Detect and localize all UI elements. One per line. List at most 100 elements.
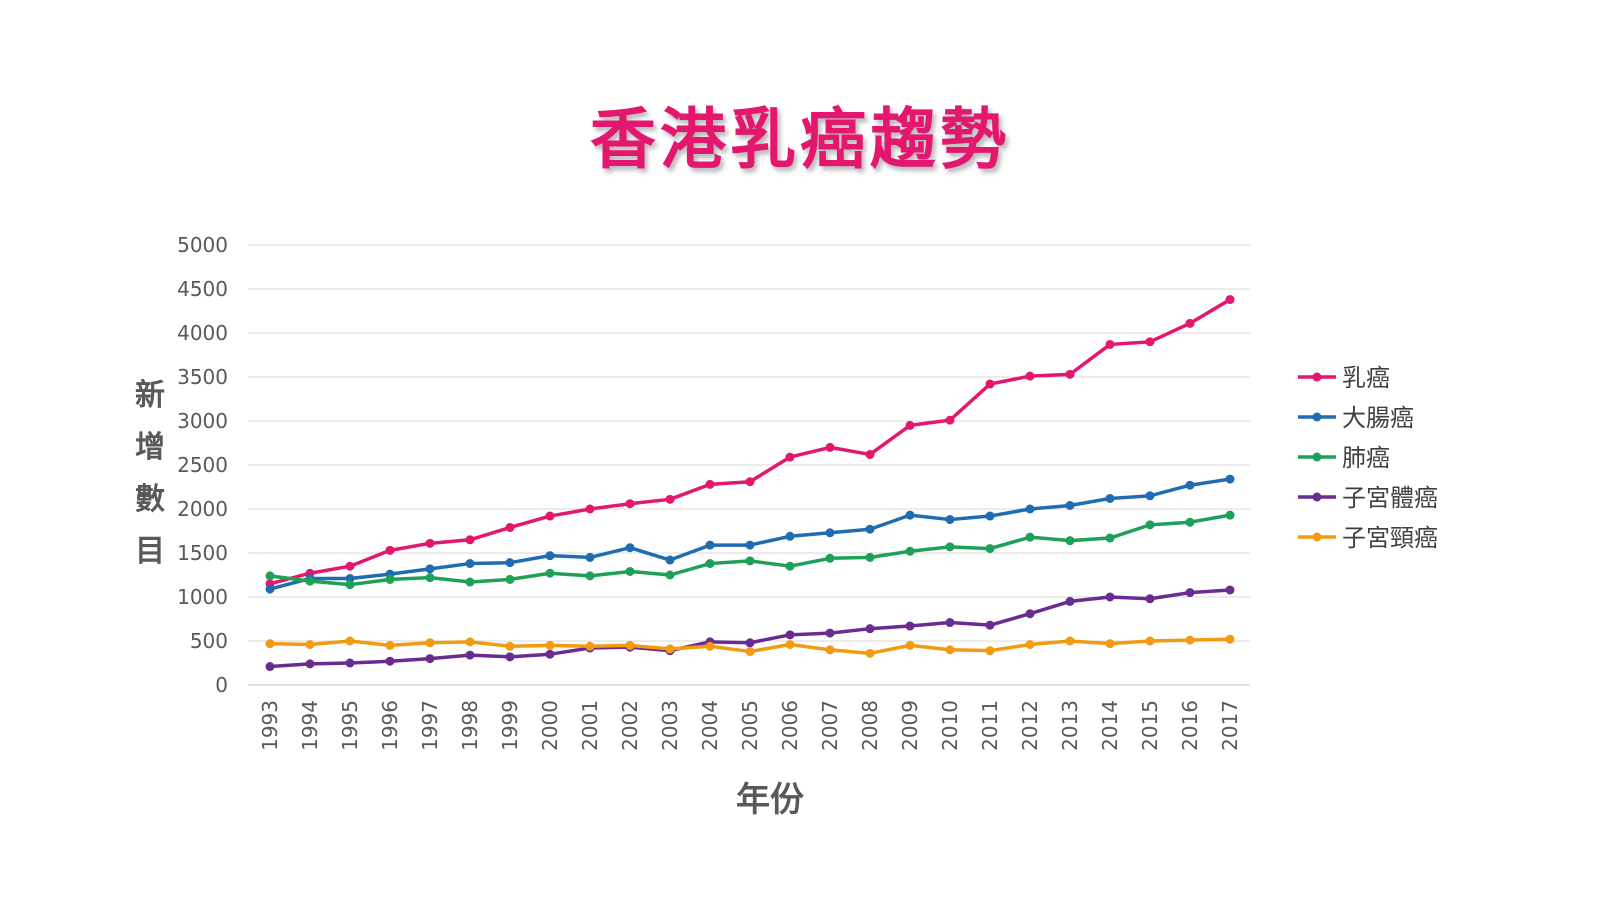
data-point (705, 479, 715, 489)
x-tick-label: 2012 (1018, 700, 1042, 751)
data-point (905, 510, 915, 520)
data-point (1105, 339, 1115, 349)
data-point (665, 555, 675, 565)
data-point (905, 546, 915, 556)
x-tick-label: 2010 (938, 700, 962, 751)
data-point (785, 531, 795, 541)
x-tick-label: 2004 (698, 700, 722, 751)
data-point (785, 640, 795, 650)
data-point (625, 543, 635, 553)
data-point (425, 538, 435, 548)
data-point (945, 645, 955, 655)
legend-label: 大腸癌 (1342, 404, 1414, 432)
data-point (945, 542, 955, 552)
data-point (345, 574, 355, 584)
data-point (425, 573, 435, 583)
y-tick-label: 4000 (177, 321, 228, 345)
data-point (1105, 493, 1115, 503)
data-point (865, 552, 875, 562)
data-point (985, 379, 995, 389)
data-point (465, 535, 475, 545)
data-point (425, 654, 435, 664)
data-point (1025, 504, 1035, 514)
data-point (945, 618, 955, 628)
y-tick-label: 1500 (177, 541, 228, 565)
data-point (825, 442, 835, 452)
x-tick-label: 1998 (458, 700, 482, 751)
data-point (825, 645, 835, 655)
x-tick-label: 1995 (338, 700, 362, 751)
data-point (785, 630, 795, 640)
data-point (1185, 318, 1195, 328)
data-point (985, 511, 995, 521)
data-point (1225, 474, 1235, 484)
data-point (865, 449, 875, 459)
x-tick-label: 2006 (778, 700, 802, 751)
data-point (1025, 640, 1035, 650)
series-line (269, 513, 1231, 587)
x-axis-label: 年份 (736, 780, 804, 820)
data-point (985, 544, 995, 554)
x-tick-label: 2015 (1138, 700, 1162, 751)
data-point (425, 564, 435, 574)
data-point (545, 511, 555, 521)
y-axis-label-char: 新 (135, 378, 165, 413)
data-point (625, 640, 635, 650)
data-point (545, 640, 555, 650)
x-tick-label: 1993 (258, 700, 282, 751)
legend-label: 子宮頸癌 (1342, 524, 1438, 552)
x-tick-label: 1994 (298, 700, 322, 751)
data-point (905, 621, 915, 631)
y-tick-label: 2000 (177, 497, 228, 521)
data-point (1145, 636, 1155, 646)
x-tick-label: 2000 (538, 700, 562, 751)
data-point (545, 649, 555, 659)
data-point (625, 499, 635, 509)
x-tick-label: 2001 (578, 700, 602, 751)
y-axis-label-char: 數 (135, 482, 165, 517)
y-tick-label: 1000 (177, 585, 228, 609)
data-point (305, 640, 315, 650)
data-point (985, 620, 995, 630)
data-point (1185, 635, 1195, 645)
data-point (865, 624, 875, 634)
data-point (265, 639, 275, 649)
data-point (545, 568, 555, 578)
data-point (705, 641, 715, 651)
data-point (1105, 533, 1115, 543)
data-point (665, 494, 675, 504)
data-point (825, 628, 835, 638)
data-point (425, 638, 435, 648)
legend-marker (1312, 412, 1322, 422)
data-point (345, 561, 355, 571)
data-point (865, 648, 875, 658)
data-point (585, 504, 595, 514)
data-point (1145, 491, 1155, 501)
y-tick-label: 3500 (177, 365, 228, 389)
y-axis-label-char: 增 (135, 430, 165, 465)
data-point (1105, 592, 1115, 602)
data-point (465, 577, 475, 587)
data-point (705, 540, 715, 550)
data-point (945, 415, 955, 425)
x-tick-label: 2002 (618, 700, 642, 751)
data-point (825, 553, 835, 563)
data-point (505, 641, 515, 651)
data-point (385, 574, 395, 584)
x-tick-label: 2009 (898, 700, 922, 751)
data-point (1145, 594, 1155, 604)
legend-marker (1312, 452, 1322, 462)
data-point (1225, 295, 1235, 305)
data-point (745, 638, 755, 648)
data-point (785, 561, 795, 571)
data-point (385, 640, 395, 650)
data-point (345, 658, 355, 668)
legend-marker (1312, 492, 1322, 502)
data-point (265, 662, 275, 672)
x-tick-label: 2013 (1058, 700, 1082, 751)
x-tick-label: 1996 (378, 700, 402, 751)
data-point (345, 636, 355, 646)
data-point (345, 580, 355, 590)
data-point (985, 646, 995, 656)
data-point (385, 545, 395, 555)
